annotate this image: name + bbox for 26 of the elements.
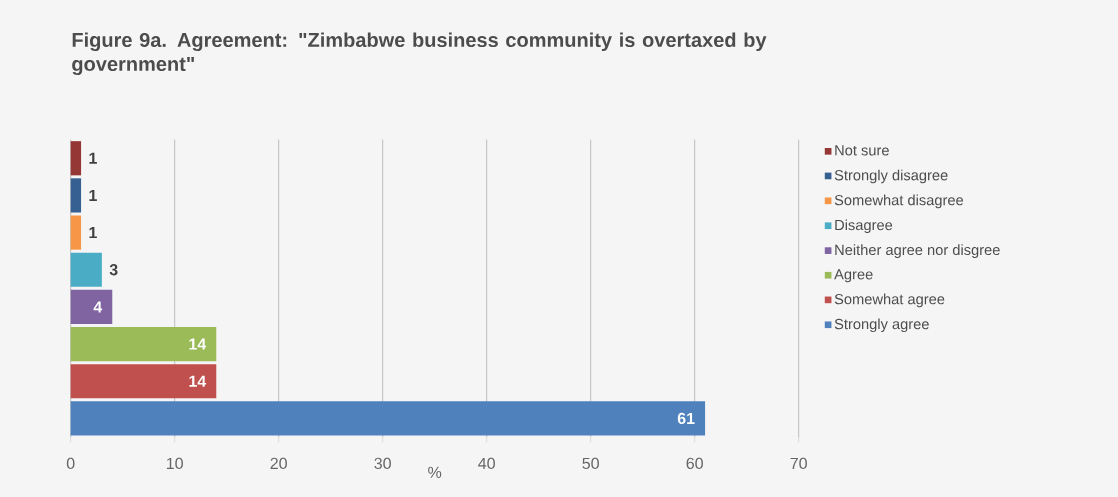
x-tick-label: 70 xyxy=(790,457,807,470)
data-label: 1 xyxy=(89,227,97,239)
data-label: 61 xyxy=(677,412,695,425)
legend-label: Not sure xyxy=(835,145,889,156)
legend-label: Somewhat agree xyxy=(834,293,945,308)
legend-label: Neither agree nor disgree xyxy=(835,244,1000,258)
x-tick-label: 30 xyxy=(374,457,391,470)
x-tick-label: 20 xyxy=(270,457,287,470)
data-label: 14 xyxy=(189,338,207,350)
x-tick-label: 60 xyxy=(686,457,703,470)
legend-label: Strongly disagree xyxy=(834,169,948,184)
data-label: 1 xyxy=(89,189,97,201)
chart-title: Figure 9a. Agreement: "Zimbabwe business community is overtaxed by government" xyxy=(72,32,767,76)
x-tick-label: 0 xyxy=(66,457,75,470)
data-label: 14 xyxy=(189,375,207,387)
legend-label: Strongly agree xyxy=(834,318,929,333)
x-tick-label: 50 xyxy=(582,457,599,470)
data-label: 4 xyxy=(93,301,103,313)
x-tick-label: 40 xyxy=(478,457,495,470)
legend-label: Somewhat disagree xyxy=(834,194,964,209)
data-label: 3 xyxy=(109,264,118,276)
x-tick-label: 10 xyxy=(166,457,183,470)
x-axis-title: % xyxy=(428,466,442,478)
legend-label: Disagree xyxy=(835,219,893,234)
legend-label: Agree xyxy=(834,269,873,283)
data-label: 1 xyxy=(89,152,97,164)
